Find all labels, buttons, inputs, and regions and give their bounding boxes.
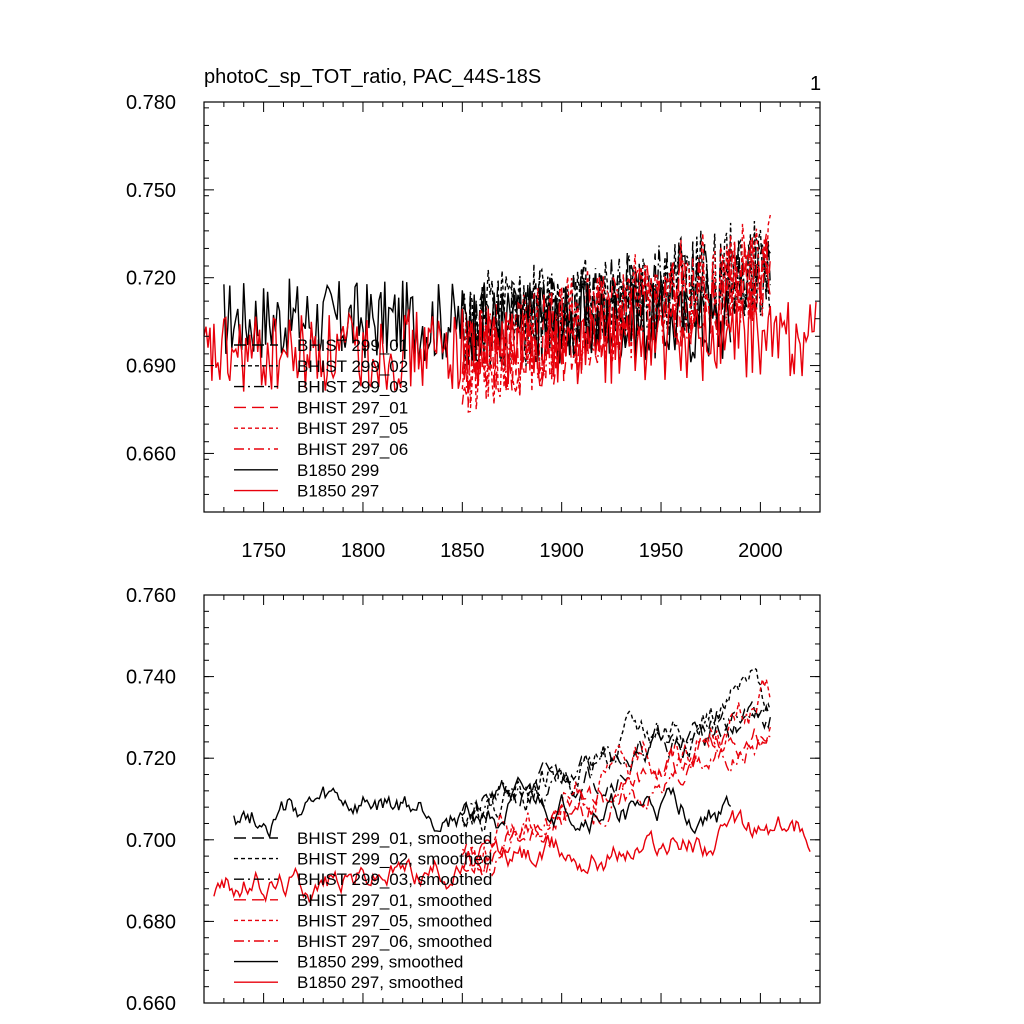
bottom-series-lines	[213, 667, 811, 904]
series-line-8	[213, 808, 811, 904]
y-tick-label: 0.750	[126, 180, 176, 202]
bottom-axis-ticks: 0.660 0.680 0.700 0.720 0.740 0.760	[126, 585, 821, 1015]
x-tick-label: 1750	[241, 540, 286, 562]
legend-label: BHIST 297_05, smoothed	[297, 911, 492, 930]
top-plot-frame	[203, 101, 821, 513]
legend-label: B1850 297, smoothed	[297, 973, 463, 992]
series-line-5	[461, 679, 771, 866]
legend-label: BHIST 299_01, smoothed	[297, 829, 492, 848]
legend-label: BHIST 297_05	[297, 419, 408, 438]
series-line-1	[461, 699, 771, 828]
bottom-legend: BHIST 299_01, smoothed BHIST 299_02, smoo…	[234, 829, 492, 992]
x-tick-label: 1800	[341, 540, 386, 562]
y-tick-label: 0.780	[126, 92, 176, 114]
bottom-plot-frame	[203, 594, 821, 1004]
bottom-panel: 0.660 0.680 0.700 0.720 0.740 0.760 BHIST 299…	[126, 585, 821, 1015]
legend-label: BHIST 297_01, smoothed	[297, 891, 492, 910]
legend-label: BHIST 299_02	[297, 357, 408, 376]
x-tick-label: 1950	[639, 540, 684, 562]
y-tick-label: 0.700	[126, 830, 176, 852]
panel-number: 1	[810, 73, 821, 95]
series-line-3	[461, 703, 771, 819]
y-tick-label: 0.720	[126, 748, 176, 770]
top-panel: photoC_sp_TOT_ratio, PAC_44S-18S 1 0.660…	[126, 66, 821, 562]
x-tick-label: 1850	[440, 540, 485, 562]
y-tick-label: 0.680	[126, 911, 176, 933]
top-series-lines	[203, 214, 817, 413]
series-line-8	[203, 298, 817, 392]
y-tick-label: 0.760	[126, 585, 176, 607]
legend-label: B1850 299	[297, 461, 379, 480]
legend-label: BHIST 297_06, smoothed	[297, 932, 492, 951]
legend-label: BHIST 299_03	[297, 378, 408, 397]
y-tick-label: 0.690	[126, 356, 176, 378]
x-tick-label: 1900	[539, 540, 584, 562]
legend-label: BHIST 299_02, smoothed	[297, 850, 492, 869]
legend-label: B1850 297	[297, 482, 379, 501]
series-line-7	[223, 278, 732, 364]
legend-label: BHIST 297_01	[297, 398, 408, 417]
top-axis-ticks: 0.660 0.690 0.720 0.750 0.780 1750 1800 1850 190…	[126, 92, 821, 562]
x-tick-label: 2000	[738, 540, 783, 562]
chart-title: photoC_sp_TOT_ratio, PAC_44S-18S	[204, 66, 541, 88]
legend-label: B1850 299, smoothed	[297, 953, 463, 972]
y-tick-label: 0.740	[126, 667, 176, 689]
y-tick-label: 0.720	[126, 268, 176, 290]
series-line-7	[233, 776, 732, 840]
y-tick-label: 0.660	[126, 993, 176, 1015]
legend-label: BHIST 299_01	[297, 336, 408, 355]
y-tick-label: 0.660	[126, 443, 176, 465]
series-line-6	[461, 735, 771, 878]
legend-label: BHIST 299_03, smoothed	[297, 870, 492, 889]
legend-label: BHIST 297_06	[297, 440, 408, 459]
